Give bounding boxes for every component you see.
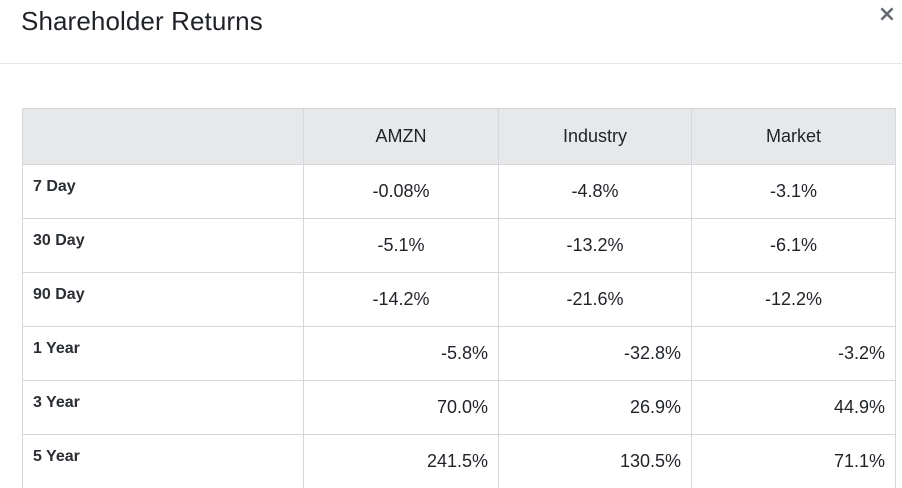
cell-industry: 130.5%: [498, 434, 692, 488]
row-label: 1 Year: [33, 339, 80, 357]
cell-market: 44.9%: [691, 380, 896, 435]
modal-title: Shareholder Returns: [21, 6, 263, 36]
table-row: 1 Year -5.8% -32.8% -3.2%: [22, 326, 896, 381]
cell-amzn: 241.5%: [303, 434, 499, 488]
table-row: 3 Year 70.0% 26.9% 44.9%: [22, 380, 896, 435]
cell-industry: -13.2%: [498, 218, 692, 273]
row-label-cell: 1 Year: [22, 326, 304, 381]
cell-amzn: 70.0%: [303, 380, 499, 435]
returns-table-container: AMZN Industry Market 7 Day -0.08% -4.8% -3.…: [22, 108, 896, 488]
cell-market: -12.2%: [691, 272, 896, 327]
cell-industry: -4.8%: [498, 164, 692, 219]
table-row: 7 Day -0.08% -4.8% -3.1%: [22, 164, 896, 219]
cell-amzn: -5.1%: [303, 218, 499, 273]
column-header-industry: Industry: [498, 108, 692, 165]
row-label: 30 Day: [33, 231, 85, 249]
cell-amzn: -14.2%: [303, 272, 499, 327]
column-header-market: Market: [691, 108, 896, 165]
cell-market: -3.1%: [691, 164, 896, 219]
column-header-period: [22, 108, 304, 165]
close-icon[interactable]: ×: [877, 2, 897, 27]
row-label-cell: 30 Day: [22, 218, 304, 273]
table-row: 30 Day -5.1% -13.2% -6.1%: [22, 218, 896, 273]
row-label: 3 Year: [33, 393, 80, 411]
row-label-cell: 90 Day: [22, 272, 304, 327]
row-label-cell: 7 Day: [22, 164, 304, 219]
cell-industry: 26.9%: [498, 380, 692, 435]
table-row: 90 Day -14.2% -21.6% -12.2%: [22, 272, 896, 327]
modal-header: Shareholder Returns ×: [0, 0, 902, 64]
cell-amzn: -5.8%: [303, 326, 499, 381]
row-label: 5 Year: [33, 447, 80, 465]
cell-amzn: -0.08%: [303, 164, 499, 219]
row-label: 90 Day: [33, 285, 85, 303]
row-label: 7 Day: [33, 177, 76, 195]
returns-table: AMZN Industry Market 7 Day -0.08% -4.8% -3.…: [22, 108, 896, 488]
table-row: 5 Year 241.5% 130.5% 71.1%: [22, 434, 896, 488]
cell-market: 71.1%: [691, 434, 896, 488]
table-body: 7 Day -0.08% -4.8% -3.1% 30 Day -5.1% -13.2% -6…: [22, 164, 896, 488]
row-label-cell: 5 Year: [22, 434, 304, 488]
column-header-amzn: AMZN: [303, 108, 499, 165]
cell-industry: -21.6%: [498, 272, 692, 327]
cell-market: -3.2%: [691, 326, 896, 381]
cell-industry: -32.8%: [498, 326, 692, 381]
table-header-row: AMZN Industry Market: [22, 108, 896, 165]
cell-market: -6.1%: [691, 218, 896, 273]
table-header: AMZN Industry Market: [22, 108, 896, 165]
row-label-cell: 3 Year: [22, 380, 304, 435]
